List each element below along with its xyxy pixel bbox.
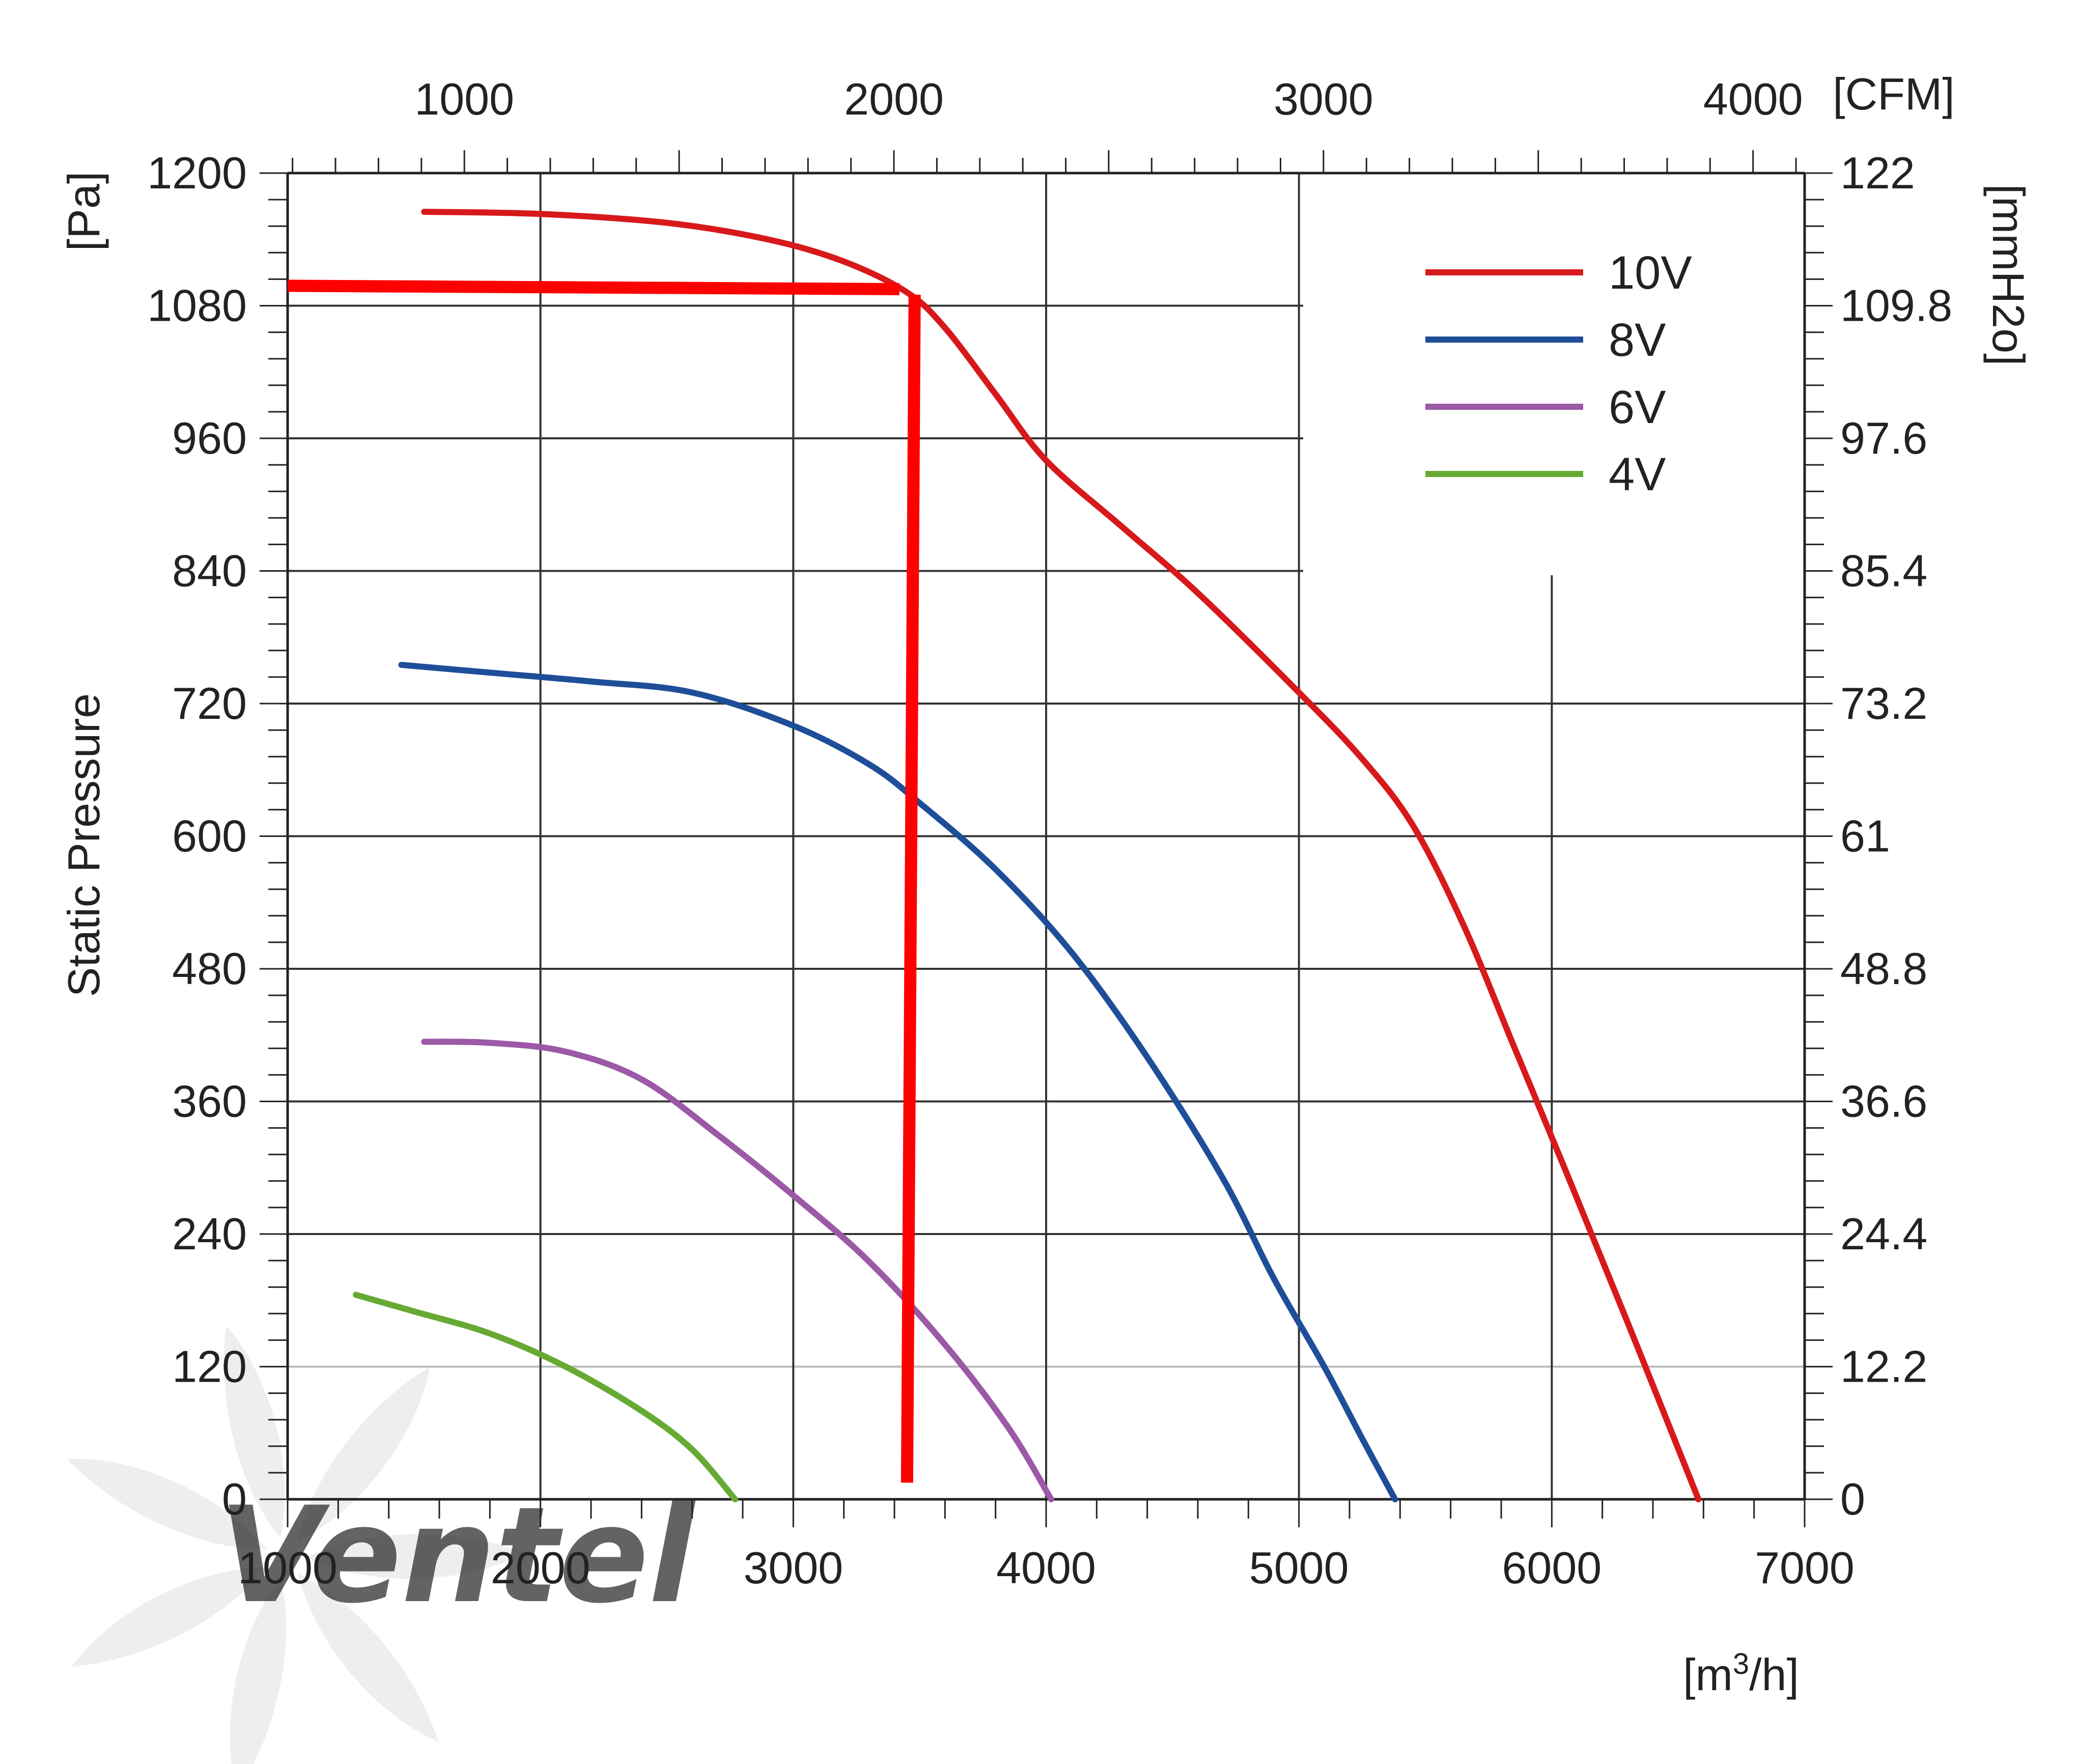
y-tick-label: 1080 — [147, 281, 247, 331]
y-tick-label: 120 — [172, 1341, 247, 1392]
x2-tick-label: 4000 — [1703, 74, 1803, 124]
y2-tick-label: 48.8 — [1840, 943, 1927, 994]
series-lines — [353, 209, 1702, 1502]
y2-tick-label: 109.8 — [1840, 281, 1952, 331]
y-tick-label: 1200 — [147, 148, 247, 198]
y-tick-label: 360 — [172, 1076, 247, 1127]
fan-blade — [297, 1574, 439, 1742]
y2-tick-label: 85.4 — [1840, 546, 1927, 596]
watermark: Ventel — [67, 1326, 696, 1764]
y2-unit-label: [mmH2o] — [1983, 184, 2034, 366]
fan-blade — [72, 1566, 267, 1667]
fan-blade — [67, 1459, 267, 1549]
y-tick-label: 720 — [172, 678, 247, 729]
y2-tick-label: 36.6 — [1840, 1076, 1927, 1127]
legend-label-10v: 10V — [1609, 247, 1692, 299]
x-tick-label: 5000 — [1249, 1543, 1349, 1593]
y2-tick-label: 61 — [1840, 811, 1890, 861]
y-axis-title: Static Pressure — [59, 693, 109, 997]
legend-label-4v: 4V — [1609, 449, 1666, 500]
fan-blade — [223, 1326, 285, 1538]
series-line-10v — [421, 209, 1702, 1502]
legend: 10V 8V 6V 4V — [1425, 247, 1692, 500]
y-tick-label: 480 — [172, 943, 247, 994]
x-tick-label: 2000 — [491, 1543, 591, 1593]
x2-unit-label: [CFM] — [1833, 69, 1955, 119]
x-tick-label: 3000 — [743, 1543, 843, 1593]
x-tick-label: 1000 — [238, 1543, 338, 1593]
y2-tick-label: 12.2 — [1840, 1341, 1927, 1392]
axes: 0 120 240 360 480 600 720 840 960 1080 1200 0 12.2 24… — [147, 74, 1952, 1593]
y-unit-label: [Pa] — [59, 172, 109, 251]
x-tick-label: 4000 — [996, 1543, 1096, 1593]
x2-tick-label: 2000 — [844, 74, 944, 124]
legend-label-8v: 8V — [1609, 314, 1666, 366]
y-tick-label: 840 — [172, 546, 247, 596]
series-line-4v — [353, 1292, 739, 1502]
y2-tick-label: 97.6 — [1840, 413, 1927, 463]
x2-tick-label: 3000 — [1274, 74, 1373, 124]
x-unit-label: [m3/h] — [1683, 1647, 1799, 1700]
operating-point-lines — [287, 279, 921, 1483]
x-unit-superscript: 3 — [1733, 1647, 1749, 1681]
x-tick-label: 6000 — [1502, 1543, 1602, 1593]
y2-tick-label: 0 — [1840, 1474, 1865, 1524]
x-tick-label: 7000 — [1755, 1543, 1855, 1593]
y-tick-label: 0 — [222, 1474, 247, 1524]
x-unit-tail: /h] — [1749, 1649, 1799, 1700]
y-tick-label: 240 — [172, 1209, 247, 1259]
operating-point-vertical-line — [901, 294, 921, 1483]
y-tick-label: 600 — [172, 811, 247, 861]
series-line-8v — [398, 662, 1398, 1502]
fan-blade — [305, 1534, 524, 1579]
legend-label-6v: 6V — [1609, 381, 1666, 433]
fan-blades-icon — [67, 1326, 524, 1764]
y2-tick-label: 122 — [1840, 148, 1915, 198]
y2-tick-label: 73.2 — [1840, 678, 1927, 729]
x-unit-base: [m — [1683, 1649, 1733, 1700]
axis-labels: Static Pressure [Pa] [mmH2o] [CFM] [m3/h… — [59, 69, 2034, 1700]
y2-tick-label: 24.4 — [1840, 1209, 1927, 1259]
fan-blade — [230, 1578, 287, 1764]
operating-point-horizontal-line — [287, 279, 900, 295]
x2-tick-label: 1000 — [414, 74, 514, 124]
grid — [288, 173, 1805, 1499]
y-tick-label: 960 — [172, 413, 247, 463]
watermark-logo-text: Ventel — [219, 1479, 696, 1633]
series-line-6v — [421, 1039, 1054, 1502]
